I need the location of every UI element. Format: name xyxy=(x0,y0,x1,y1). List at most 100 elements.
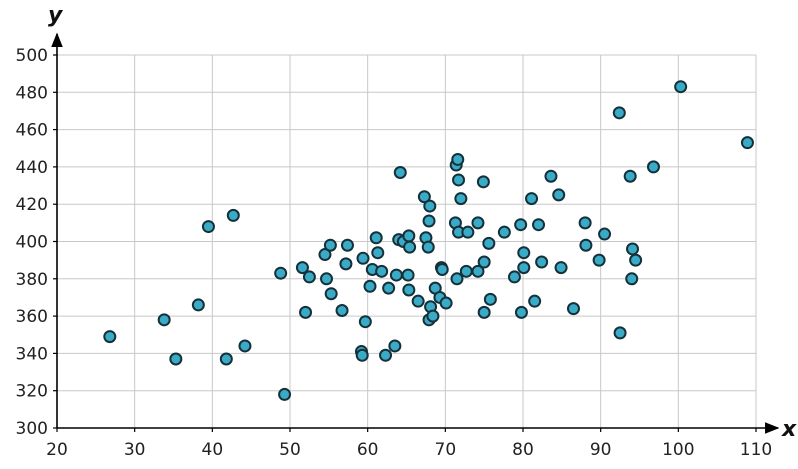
data-point xyxy=(528,294,542,308)
x-tick-label: 50 xyxy=(279,440,301,460)
x-tick-label: 70 xyxy=(435,440,457,460)
data-point xyxy=(507,270,521,284)
data-point xyxy=(238,339,252,353)
data-point xyxy=(477,305,491,319)
data-point xyxy=(592,253,606,267)
data-point xyxy=(369,231,383,245)
data-point xyxy=(554,261,568,275)
data-point xyxy=(525,192,539,206)
data-point xyxy=(579,238,593,252)
data-point xyxy=(375,264,389,278)
data-point xyxy=(552,188,566,202)
data-point xyxy=(452,173,466,187)
data-point xyxy=(388,339,402,353)
data-point xyxy=(318,248,332,262)
y-tick-label: 480 xyxy=(16,83,48,103)
data-point xyxy=(544,169,558,183)
data-point xyxy=(459,264,473,278)
data-point xyxy=(451,152,465,166)
data-point xyxy=(355,348,369,362)
data-point xyxy=(169,352,183,366)
data-point xyxy=(356,251,370,265)
data-point xyxy=(340,238,354,252)
data-point xyxy=(219,352,233,366)
data-point xyxy=(514,218,528,232)
data-point xyxy=(201,220,215,234)
x-tick-label: 30 xyxy=(124,440,146,460)
y-axis-label: y xyxy=(48,3,64,28)
y-tick-label: 320 xyxy=(16,382,48,402)
data-point xyxy=(363,279,377,293)
data-point xyxy=(483,292,497,306)
y-tick-label: 440 xyxy=(16,158,48,178)
data-point xyxy=(403,240,417,254)
data-point xyxy=(435,262,449,276)
y-tick-label: 300 xyxy=(16,419,48,439)
axes xyxy=(51,32,780,434)
data-point xyxy=(379,348,393,362)
data-point xyxy=(454,192,468,206)
data-point xyxy=(532,218,546,232)
y-tick-label: 460 xyxy=(16,121,48,141)
data-point xyxy=(625,272,639,286)
data-point xyxy=(517,246,531,260)
data-point xyxy=(295,261,309,275)
data-point xyxy=(626,242,640,256)
data-point xyxy=(324,287,338,301)
data-point xyxy=(426,309,440,323)
data-point xyxy=(471,264,485,278)
data-point xyxy=(371,246,385,260)
data-point xyxy=(335,304,349,318)
data-points xyxy=(103,80,754,401)
x-tick-label: 60 xyxy=(357,440,379,460)
x-tick-label: 100 xyxy=(662,440,694,460)
y-tick-label: 400 xyxy=(16,233,48,253)
data-point xyxy=(598,227,612,241)
data-point xyxy=(740,136,754,150)
data-point xyxy=(302,270,316,284)
y-tick-label: 360 xyxy=(16,307,48,327)
data-point xyxy=(401,268,415,282)
y-tick-label: 500 xyxy=(16,46,48,66)
data-point xyxy=(674,80,688,94)
data-point xyxy=(423,199,437,213)
data-point xyxy=(393,165,407,179)
data-point xyxy=(623,169,637,183)
x-axis-label: x xyxy=(781,417,797,442)
data-point xyxy=(477,255,491,269)
data-point xyxy=(382,281,396,295)
data-point xyxy=(421,240,435,254)
data-point xyxy=(450,272,464,286)
data-point xyxy=(402,283,416,297)
x-tick-label: 80 xyxy=(512,440,534,460)
y-tick-label: 380 xyxy=(16,270,48,290)
data-point xyxy=(578,216,592,230)
data-point xyxy=(471,216,485,230)
data-point xyxy=(339,257,353,271)
x-tick-label: 40 xyxy=(202,440,224,460)
data-point xyxy=(535,255,549,269)
x-tick-label: 20 xyxy=(46,440,68,460)
data-point xyxy=(439,296,453,310)
data-point xyxy=(358,315,372,329)
data-point xyxy=(274,266,288,280)
x-tick-label: 110 xyxy=(740,440,772,460)
data-point xyxy=(299,305,313,319)
x-tick-label: 90 xyxy=(590,440,612,460)
y-tick-label: 420 xyxy=(16,195,48,215)
data-point xyxy=(402,229,416,243)
tick-labels: 20 30 40 50 60 70 80 90 100 110 300 320 340 360 380 400… xyxy=(16,46,773,460)
data-point xyxy=(566,302,580,316)
data-point xyxy=(323,238,337,252)
data-point xyxy=(461,225,475,239)
data-point xyxy=(422,214,436,228)
data-point xyxy=(411,294,425,308)
data-point xyxy=(476,175,490,189)
data-point xyxy=(613,326,627,340)
data-point xyxy=(226,208,240,222)
data-point xyxy=(191,298,205,312)
data-point xyxy=(103,330,117,344)
data-point xyxy=(389,268,403,282)
data-point xyxy=(482,236,496,250)
